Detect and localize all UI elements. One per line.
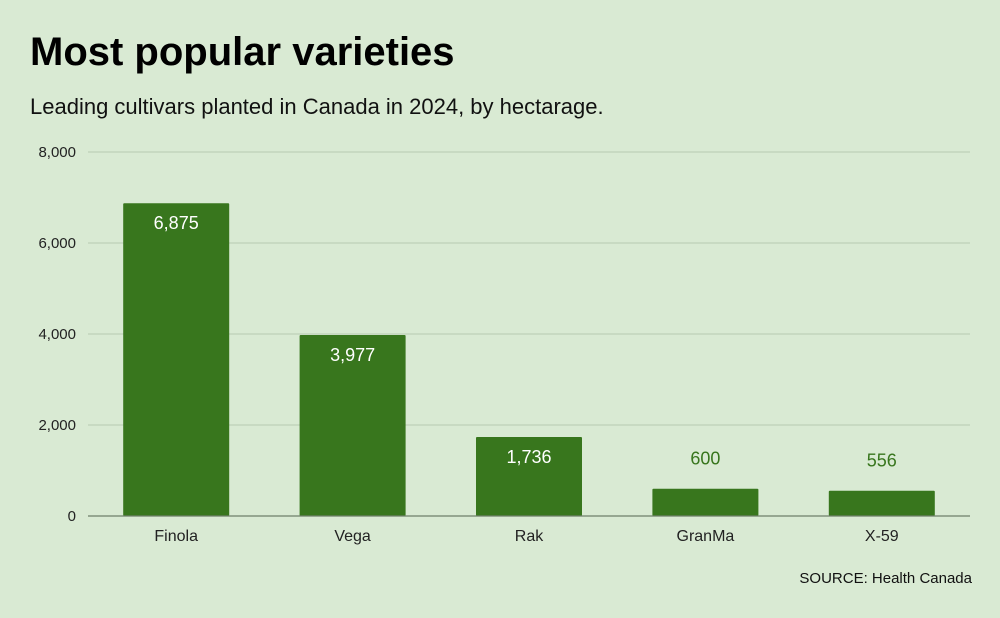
data-label-2: 1,736	[506, 447, 551, 467]
gridlines	[88, 151, 970, 426]
bar-vega	[299, 335, 406, 516]
x-category-label-4: X-59	[865, 528, 899, 545]
x-category-label-0: Finola	[154, 528, 198, 545]
bar-rak	[476, 437, 582, 516]
bar-granma	[652, 488, 759, 516]
y-axis-tick-labels: 0 2,000 4,000 6,000 8,000	[38, 144, 76, 525]
y-tick-label-2: 4,000	[38, 326, 76, 343]
x-category-label-1: Vega	[334, 528, 371, 545]
x-axis-category-labels: Finola Vega Rak GranMa X-59	[154, 528, 898, 545]
source-note: SOURCE: Health Canada	[799, 570, 972, 587]
x-category-label-3: GranMa	[677, 528, 735, 545]
y-tick-label-4: 8,000	[38, 144, 76, 161]
chart-subtitle: Leading cultivars planted in Canada in 2…	[30, 94, 604, 119]
data-label-4: 556	[867, 451, 897, 471]
bar-finola	[123, 203, 230, 516]
data-label-1: 3,977	[330, 345, 375, 365]
bar-x-59	[828, 490, 935, 516]
x-category-label-2: Rak	[515, 528, 544, 545]
y-tick-label-3: 6,000	[38, 235, 76, 252]
data-labels: 6,875 3,977 1,736 600 556	[154, 213, 897, 471]
y-tick-label-0: 0	[68, 508, 76, 525]
chart-title: Most popular varieties	[30, 30, 455, 74]
data-label-3: 600	[690, 449, 720, 469]
y-tick-label-1: 2,000	[38, 417, 76, 434]
data-label-0: 6,875	[154, 213, 199, 233]
bars	[123, 203, 935, 516]
